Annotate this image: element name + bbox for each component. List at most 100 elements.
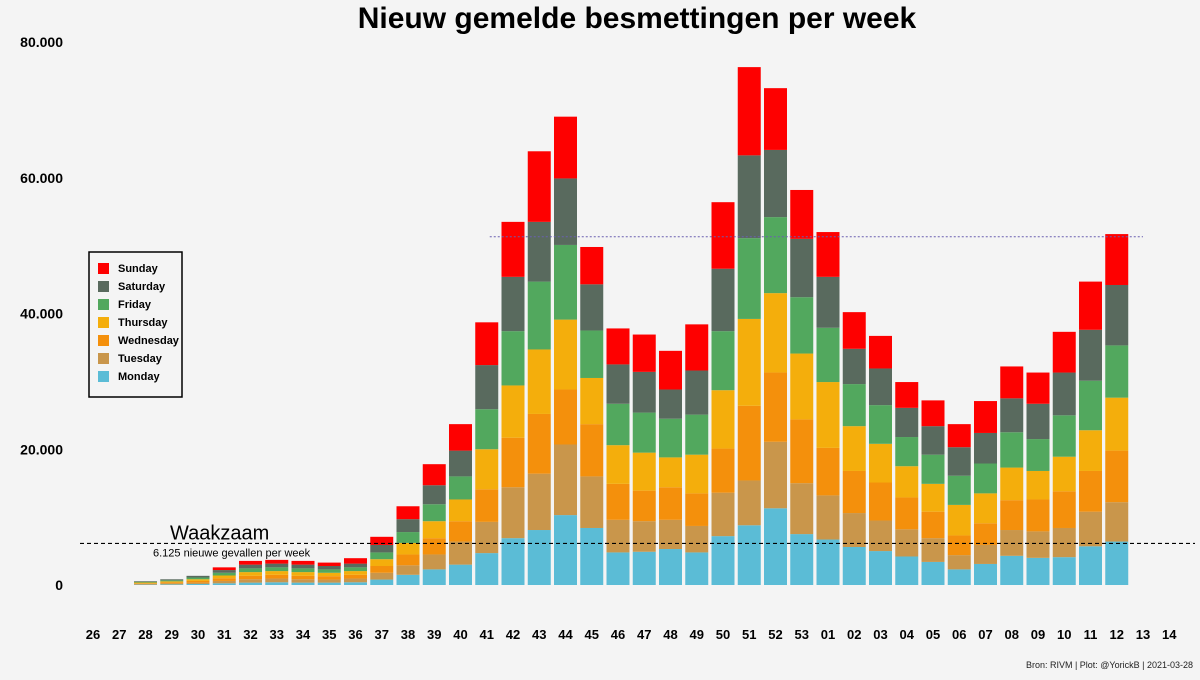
bar-segment	[843, 426, 866, 471]
bar-segment	[1000, 366, 1023, 398]
threshold-label: Waakzaam	[170, 522, 269, 544]
bar-segment	[554, 444, 577, 515]
bar-segment	[948, 569, 971, 585]
bar-segment	[764, 293, 787, 372]
bar-segment	[554, 245, 577, 320]
bar-segment	[712, 202, 735, 269]
bar-segment	[1079, 546, 1102, 585]
bar-segment	[475, 409, 498, 449]
y-tick-label: 0	[55, 577, 63, 593]
bar-segment	[659, 549, 682, 585]
bar-segment	[318, 566, 341, 569]
y-tick-label: 60.000	[20, 170, 63, 186]
bar-segment	[265, 567, 288, 571]
x-tick-label: 49	[690, 627, 704, 642]
bar-segment	[265, 560, 288, 564]
bar-segment	[160, 584, 183, 585]
bars	[134, 67, 1128, 585]
bar-segment	[607, 364, 630, 403]
source-caption: Bron: RIVM | Plot: @YorickB | 2021-03-28	[1026, 660, 1193, 670]
bar-segment	[922, 512, 945, 538]
bar-segment	[895, 408, 918, 437]
bar-segment	[318, 576, 341, 579]
bar-segment	[633, 453, 656, 491]
bar-segment	[423, 554, 446, 569]
bar-segment	[790, 419, 813, 483]
bar-segment	[397, 532, 420, 543]
x-tick-label: 36	[348, 627, 362, 642]
bar-segment	[1053, 373, 1076, 416]
bar-segment	[502, 438, 525, 488]
bar-segment	[580, 247, 603, 284]
bar-segment	[475, 553, 498, 585]
bar-segment	[213, 583, 236, 585]
bar-segment	[1079, 381, 1102, 431]
bar-segment	[1000, 468, 1023, 501]
bar-segment	[580, 424, 603, 476]
bar-segment	[790, 190, 813, 239]
bar-segment	[134, 583, 157, 584]
x-tick-label: 34	[296, 627, 311, 642]
bar-segment	[1105, 398, 1128, 451]
bar-segment	[738, 406, 761, 481]
bar-segment	[1027, 404, 1050, 439]
legend-swatch	[98, 335, 109, 346]
bar-segment	[685, 324, 708, 370]
x-tick-label: 04	[900, 627, 915, 642]
bar-segment	[659, 457, 682, 487]
bar-segment	[895, 466, 918, 497]
bar-segment	[712, 493, 735, 536]
x-tick-label: 32	[243, 627, 257, 642]
x-tick-label: 26	[86, 627, 100, 642]
bar-segment	[607, 328, 630, 364]
bar-segment	[895, 556, 918, 585]
y-tick-label: 40.000	[20, 306, 63, 322]
x-tick-label: 42	[506, 627, 520, 642]
bar-segment	[712, 390, 735, 448]
x-tick-label: 11	[1084, 627, 1098, 642]
bar-segment	[1105, 285, 1128, 345]
bar-segment	[397, 519, 420, 532]
bar-segment	[580, 476, 603, 528]
bar-segment	[318, 569, 341, 572]
bar-segment	[292, 568, 315, 572]
bar-segment	[974, 401, 997, 433]
bar-segment	[817, 277, 840, 328]
chart-title: Nieuw gemelde besmettingen per week	[358, 2, 917, 35]
bar-segment	[869, 551, 892, 585]
bar-segment	[843, 349, 866, 384]
bar-segment	[344, 564, 367, 568]
bar-segment	[738, 480, 761, 525]
legend-swatch	[98, 263, 109, 274]
legend-swatch	[98, 299, 109, 310]
bar-segment	[948, 424, 971, 447]
bar-segment	[423, 569, 446, 585]
bar-segment	[187, 576, 210, 578]
bar-segment	[397, 565, 420, 575]
bar-segment	[580, 330, 603, 378]
bar-segment	[895, 382, 918, 408]
bar-segment	[554, 178, 577, 245]
bar-segment	[344, 558, 367, 563]
legend-swatch	[98, 353, 109, 364]
bar-segment	[738, 155, 761, 238]
bar-segment	[790, 239, 813, 297]
bar-segment	[764, 150, 787, 217]
bar-segment	[528, 474, 551, 530]
x-tick-label: 33	[270, 627, 284, 642]
x-tick-label: 30	[191, 627, 205, 642]
bar-segment	[528, 222, 551, 282]
bar-segment	[869, 368, 892, 405]
legend-label: Sunday	[118, 263, 159, 275]
bar-segment	[528, 151, 551, 222]
bar-segment	[502, 222, 525, 277]
bar-segment	[370, 545, 393, 552]
bar-segment	[922, 562, 945, 585]
bar-segment	[1105, 234, 1128, 285]
bar-segment	[869, 405, 892, 444]
x-tick-label: 09	[1031, 627, 1045, 642]
bar-segment	[843, 471, 866, 513]
bar-segment	[134, 583, 157, 584]
x-tick-label: 27	[112, 627, 126, 642]
